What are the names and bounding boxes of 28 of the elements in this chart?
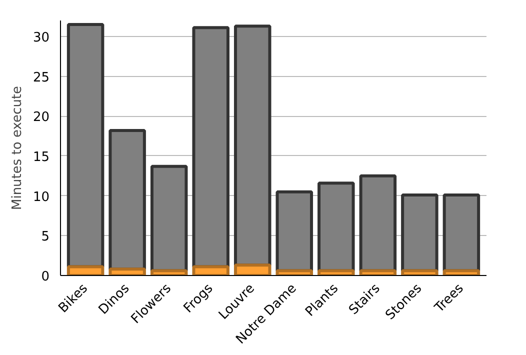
- bar: [401, 194, 438, 272]
- bar: [401, 269, 438, 276]
- y-tick-label: 20: [32, 110, 50, 126]
- bar: [150, 164, 188, 272]
- bar: [192, 26, 230, 268]
- bar: [234, 24, 272, 267]
- y-tick-label: 5: [41, 230, 50, 245]
- bar: [66, 265, 104, 276]
- y-tick-label: 30: [32, 30, 50, 46]
- y-axis-title: Minutes to execute: [10, 86, 25, 210]
- bar: [234, 264, 272, 276]
- bar: [318, 182, 355, 272]
- bar: [276, 269, 314, 276]
- bar: [276, 190, 314, 272]
- bar: [359, 269, 397, 276]
- bar: [359, 174, 397, 272]
- bar: [108, 128, 146, 271]
- bar: [442, 269, 480, 276]
- y-tick-label: 0: [41, 270, 50, 284]
- bar: [442, 194, 480, 272]
- bar: [192, 265, 230, 276]
- y-tick-label: 25: [32, 70, 50, 86]
- y-tick-label: 10: [32, 190, 50, 205]
- bar: [66, 22, 104, 268]
- bar: [108, 268, 146, 276]
- y-tick-label: 15: [32, 150, 50, 165]
- bar: [150, 269, 188, 276]
- bar: [318, 269, 355, 276]
